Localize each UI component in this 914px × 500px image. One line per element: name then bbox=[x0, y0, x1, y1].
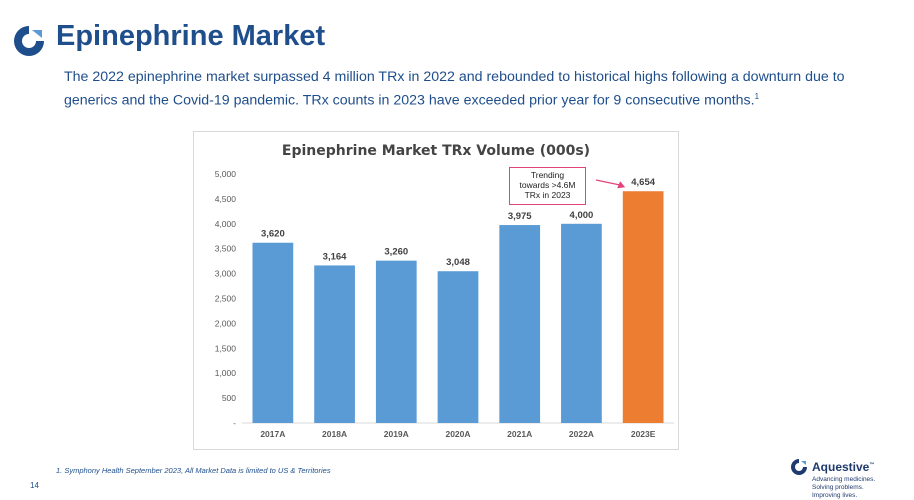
aquestive-logo-icon bbox=[791, 459, 807, 475]
footnote: 1. Symphony Health September 2023, All M… bbox=[56, 466, 331, 475]
data-label-2017A: 3,620 bbox=[261, 229, 285, 240]
y-tick-label: 2,000 bbox=[215, 318, 237, 328]
trx-volume-chart: Epinephrine Market TRx Volume (000s) - 50… bbox=[193, 131, 679, 450]
bar-2023E bbox=[622, 191, 664, 423]
company-logo-icon bbox=[14, 26, 44, 56]
callout-arrow-line bbox=[595, 179, 622, 186]
brand-name: Aquestive™ bbox=[812, 460, 875, 474]
data-label-2020A: 3,048 bbox=[446, 257, 470, 268]
chart-plot: - 500 1,000 1,500 2,000 2,500 3,000 3,500 4,000 4… bbox=[215, 169, 674, 439]
tagline-line-3: Improving lives. bbox=[812, 492, 858, 499]
bar-2021A bbox=[499, 225, 541, 423]
y-tick-label: 3,000 bbox=[215, 269, 237, 279]
y-tick-label: 1,000 bbox=[215, 368, 237, 378]
x-tick-label: 2023E bbox=[631, 429, 656, 439]
bar-2017A bbox=[252, 242, 294, 423]
bar-2018A bbox=[314, 265, 355, 423]
subtitle-text: The 2022 epinephrine market surpassed 4 … bbox=[64, 69, 845, 109]
x-tick-label: 2022A bbox=[569, 429, 594, 439]
tagline-line-1: Advancing medicines. bbox=[812, 476, 876, 483]
page-number: 14 bbox=[30, 481, 39, 490]
data-label-2022A: 4,000 bbox=[570, 210, 594, 221]
x-tick-label: 2019A bbox=[384, 429, 409, 439]
data-label-2021A: 3,975 bbox=[508, 211, 532, 222]
bar-2020A bbox=[437, 271, 479, 423]
x-tick-label: 2020A bbox=[445, 429, 470, 439]
data-label-2019A: 3,260 bbox=[384, 247, 408, 258]
data-label-2023E: 4,654 bbox=[631, 177, 655, 188]
y-tick-label: 2,500 bbox=[215, 294, 237, 304]
callout-line-2: towards >4.6M bbox=[519, 180, 576, 190]
y-tick-label: 1,500 bbox=[215, 343, 237, 353]
y-tick-label: 4,500 bbox=[215, 194, 237, 204]
brand-tagline: Advancing medicines. Solving problems. I… bbox=[812, 476, 875, 500]
tagline-line-2: Solving problems. bbox=[812, 484, 864, 491]
trend-callout: Trending towards >4.6M TRx in 2023 bbox=[509, 167, 586, 205]
y-tick-label: 4,000 bbox=[215, 219, 237, 229]
x-tick-label: 2021A bbox=[507, 429, 532, 439]
data-label-2018A: 3,164 bbox=[323, 251, 347, 262]
bar-2022A bbox=[561, 223, 602, 423]
y-tick-label: 3,500 bbox=[215, 244, 237, 254]
y-tick-label: 5,000 bbox=[215, 169, 237, 179]
callout-line-3: TRx in 2023 bbox=[524, 190, 571, 200]
x-tick-label: 2018A bbox=[322, 429, 347, 439]
chart-title: Epinephrine Market TRx Volume (000s) bbox=[281, 143, 591, 159]
subtitle-footnote-ref: 1 bbox=[754, 92, 760, 101]
x-tick-label: 2017A bbox=[260, 429, 285, 439]
y-tick-label: - bbox=[233, 418, 236, 428]
callout-line-1: Trending bbox=[530, 170, 565, 180]
bar-2019A bbox=[375, 260, 417, 423]
y-tick-label: 500 bbox=[222, 393, 236, 403]
page-subtitle: The 2022 epinephrine market surpassed 4 … bbox=[64, 67, 874, 111]
page-title: Epinephrine Market bbox=[56, 20, 326, 52]
callout-arrow-head bbox=[617, 181, 626, 189]
